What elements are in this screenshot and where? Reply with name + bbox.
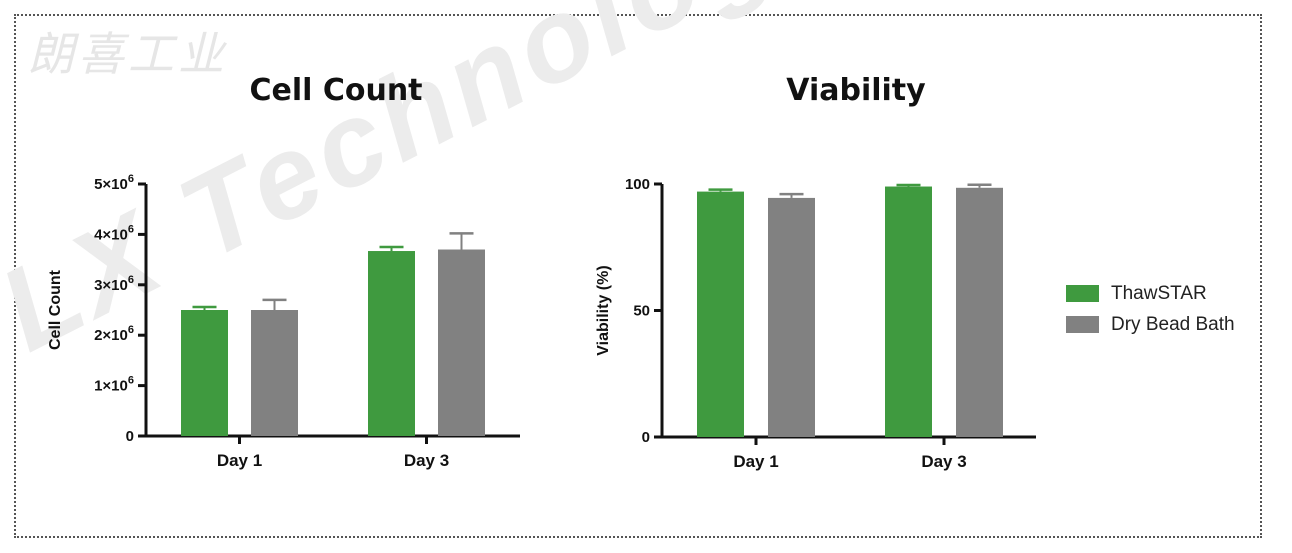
chart2-bar-dry-bead-bath-day-1: [768, 197, 815, 437]
chart2-bar-thawstar-day-1: [697, 191, 744, 437]
chart1-y-tick-label-2: 2×106: [94, 324, 134, 344]
legend-swatch-dry-bead-bath: [1066, 316, 1099, 333]
chart1-y-tick-label-5: 5×106: [94, 173, 134, 193]
legend-label-dry-bead-bath: Dry Bead Bath: [1111, 313, 1235, 335]
chart2-y-axis-label: Viability (%): [595, 265, 612, 355]
chart1-bar-dry-bead-bath-day-1: [251, 310, 298, 436]
chart1-bar-thawstar-day-3: [368, 251, 415, 436]
chart1-bar-thawstar-day-1: [181, 310, 228, 436]
chart1-x-tick-label-day-1: Day 1: [217, 451, 262, 470]
legend-item-dry-bead-bath: Dry Bead Bath: [1066, 309, 1235, 340]
chart2-y-tick-label-0: 0: [642, 429, 650, 446]
chart1-bar-dry-bead-bath-day-3: [438, 249, 485, 436]
chart1-y-tick-label-3: 3×106: [94, 274, 134, 294]
chart1-y-tick-label-exp-2: 6: [128, 324, 134, 336]
chart2-title: Viability: [786, 73, 926, 108]
chart1-y-axis-label: Cell Count: [47, 269, 64, 350]
chart2-bar-dry-bead-bath-day-3: [956, 187, 1003, 437]
legend-label-thawstar: ThawSTAR: [1111, 282, 1207, 304]
legend: ThawSTAR Dry Bead Bath: [1066, 278, 1235, 340]
chart1-y-tick-label-base-5: 5×10: [94, 176, 128, 193]
chart1-y-tick-label-exp-5: 6: [128, 173, 134, 185]
watermark-chinese: 朗喜工业: [28, 27, 228, 81]
chart1-x-tick-label-day-3: Day 3: [404, 451, 449, 470]
chart1-y-tick-label-0: 0: [126, 428, 134, 445]
figure-frame: [14, 14, 1262, 538]
chart1-title: Cell Count: [249, 73, 422, 108]
chart1-y-tick-label-base-4: 4×10: [94, 226, 128, 243]
chart1-y-tick-label-exp-1: 6: [128, 375, 134, 387]
chart2-bar-thawstar-day-3: [885, 186, 932, 437]
chart1-y-tick-label-exp-3: 6: [128, 274, 134, 286]
chart1-y-tick-label-4: 4×106: [94, 223, 134, 243]
chart1-y-tick-label-base-3: 3×10: [94, 277, 128, 294]
chart2-y-tick-label-2: 100: [625, 176, 650, 193]
chart2-x-tick-label-day-3: Day 3: [921, 452, 966, 471]
chart1-y-tick-label-1: 1×106: [94, 375, 134, 395]
chart2-y-tick-label-1: 50: [633, 303, 650, 320]
chart1-y-tick-label-base-1: 1×10: [94, 378, 128, 395]
chart2-x-tick-label-day-1: Day 1: [733, 452, 778, 471]
chart1-y-tick-label-base-2: 2×10: [94, 327, 128, 344]
chart1-y-tick-label-exp-4: 6: [128, 223, 134, 235]
legend-item-thawstar: ThawSTAR: [1066, 278, 1235, 309]
legend-swatch-thawstar: [1066, 285, 1099, 302]
